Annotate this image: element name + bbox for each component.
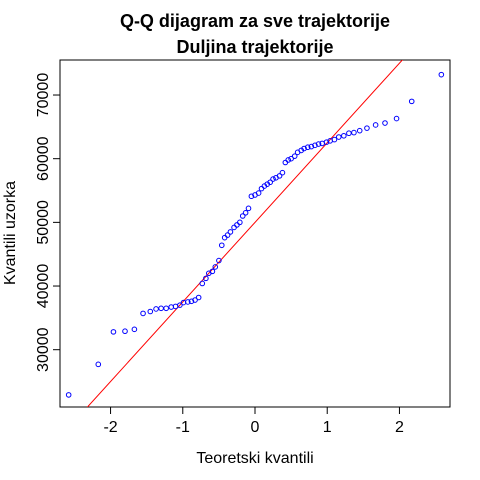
data-point bbox=[110, 329, 117, 335]
reference-line bbox=[86, 60, 404, 407]
data-point bbox=[212, 264, 219, 270]
y-tick-label: 40000 bbox=[35, 264, 52, 309]
data-point bbox=[372, 122, 379, 128]
data-point bbox=[195, 294, 202, 301]
data-point bbox=[301, 145, 307, 152]
data-point bbox=[245, 205, 252, 212]
data-point bbox=[255, 190, 262, 196]
data-point bbox=[209, 268, 216, 275]
data-point bbox=[227, 229, 234, 235]
x-axis: -2 -1 0 1 2 bbox=[103, 406, 404, 436]
data-point bbox=[239, 213, 246, 219]
x-tick-label: 2 bbox=[395, 419, 404, 436]
y-axis: 30000 40000 50000 60000 70000 bbox=[35, 73, 61, 372]
data-point bbox=[177, 302, 183, 308]
x-tick-label: 1 bbox=[323, 419, 332, 436]
data-point bbox=[346, 130, 352, 137]
data-point bbox=[65, 392, 72, 398]
data-point bbox=[341, 132, 347, 139]
x-tick-label: -2 bbox=[103, 419, 117, 436]
data-point bbox=[356, 127, 363, 134]
data-point bbox=[312, 142, 318, 149]
x-axis-label: Teoretski kvantili bbox=[196, 450, 313, 467]
data-point bbox=[288, 155, 294, 162]
data-point bbox=[153, 306, 159, 312]
x-tick-label: -1 bbox=[176, 419, 190, 436]
data-point bbox=[203, 275, 209, 282]
data-point bbox=[122, 328, 128, 335]
y-tick-label: 70000 bbox=[35, 73, 52, 118]
data-point bbox=[351, 129, 357, 136]
data-point bbox=[234, 222, 240, 228]
data-point bbox=[393, 115, 400, 122]
data-point bbox=[158, 305, 164, 312]
data-point bbox=[131, 326, 138, 333]
y-tick-label: 60000 bbox=[35, 136, 52, 181]
data-point bbox=[163, 305, 169, 312]
data-point bbox=[364, 125, 370, 131]
data-point bbox=[335, 134, 342, 140]
chart-title: Q-Q dijagram za sve trajektorije bbox=[120, 11, 390, 31]
data-point bbox=[248, 193, 255, 200]
data-point bbox=[242, 210, 249, 216]
data-point bbox=[185, 299, 191, 305]
data-point bbox=[221, 234, 228, 241]
data-point bbox=[231, 224, 237, 231]
data-point bbox=[408, 98, 415, 105]
data-point bbox=[438, 71, 445, 78]
data-point bbox=[188, 298, 195, 305]
data-point bbox=[258, 185, 265, 192]
x-tick-label: 0 bbox=[251, 419, 260, 436]
data-point bbox=[382, 120, 388, 126]
y-tick-label: 50000 bbox=[35, 200, 52, 245]
data-point bbox=[331, 136, 338, 143]
y-axis-label: Kvantili uzorka bbox=[2, 181, 19, 285]
data-point bbox=[267, 179, 273, 186]
data-point bbox=[140, 310, 146, 317]
data-point bbox=[304, 144, 311, 151]
data-point bbox=[270, 176, 276, 182]
data-point bbox=[147, 308, 154, 315]
data-point bbox=[276, 173, 283, 179]
y-tick-label: 30000 bbox=[35, 327, 52, 372]
data-point bbox=[282, 159, 289, 166]
data-point bbox=[315, 141, 322, 147]
data-point bbox=[285, 157, 292, 163]
plot-frame bbox=[59, 59, 451, 408]
data-point bbox=[218, 242, 225, 249]
data-points bbox=[65, 71, 445, 398]
data-point bbox=[308, 143, 315, 150]
data-point bbox=[323, 139, 330, 145]
data-point bbox=[291, 153, 298, 159]
data-point bbox=[199, 280, 206, 287]
data-point bbox=[192, 297, 198, 303]
data-point bbox=[279, 169, 286, 176]
data-point bbox=[216, 257, 222, 264]
data-point bbox=[95, 361, 102, 368]
data-point bbox=[237, 219, 243, 226]
data-point bbox=[224, 232, 231, 238]
chart-subtitle: Duljina trajektorije bbox=[176, 37, 333, 57]
